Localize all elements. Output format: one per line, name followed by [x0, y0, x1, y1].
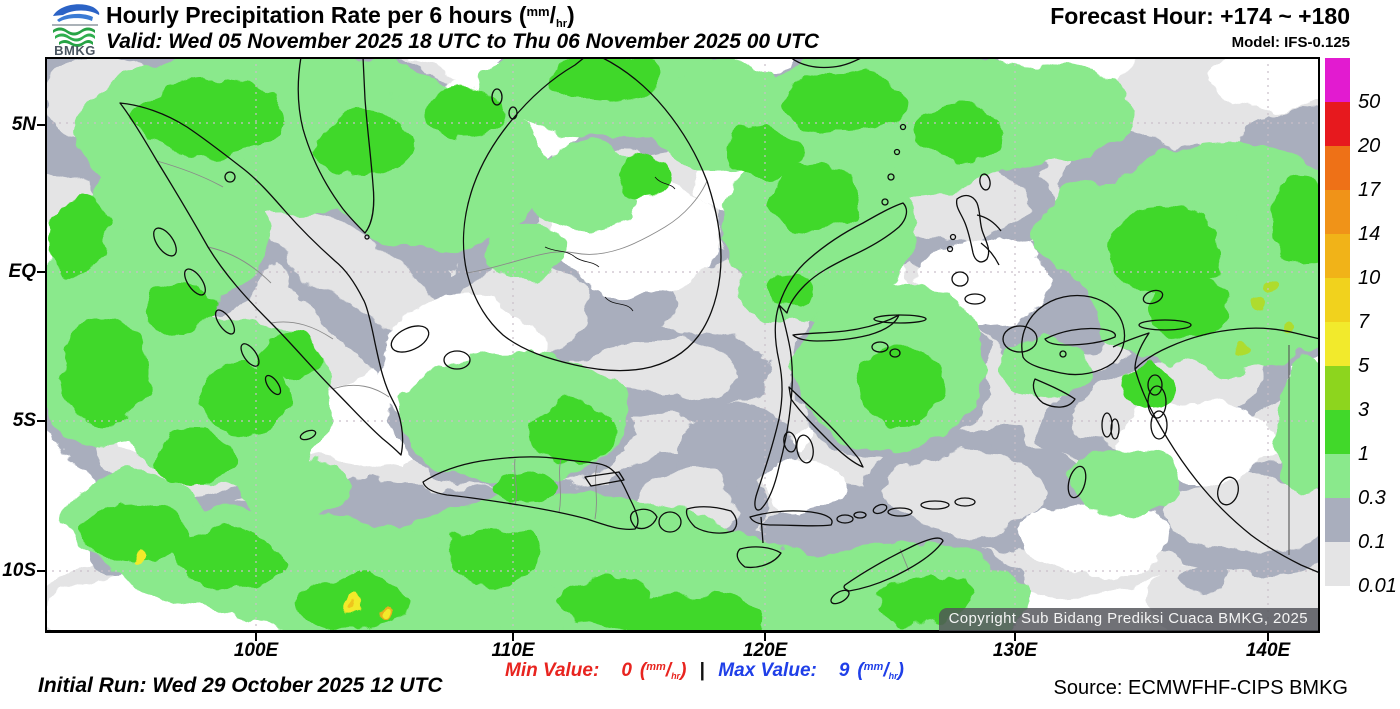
legend-swatch	[1325, 366, 1350, 410]
axis-tick	[512, 633, 514, 641]
initial-run: Initial Run: Wed 29 October 2025 12 UTC	[38, 674, 443, 697]
axis-tick	[255, 633, 257, 641]
precipitation-map	[5, 22, 1385, 687]
axis-tick	[37, 124, 45, 126]
min-value-label: Min Value:	[505, 660, 600, 681]
lat-label-5n: 5N	[11, 114, 36, 135]
lon-label-110e: 110E	[491, 640, 535, 661]
legend-swatch	[1325, 190, 1350, 234]
lat-label-5s: 5S	[12, 410, 36, 431]
legend-swatch	[1325, 278, 1350, 322]
precip-layer-green	[50, 53, 1330, 650]
logo-wave-green-3	[59, 40, 93, 47]
axis-tick	[1267, 633, 1269, 641]
lon-label-120e: 120E	[742, 640, 788, 661]
legend-label: 3	[1358, 399, 1370, 421]
model-label: Model: IFS-0.125	[1231, 34, 1350, 51]
min-value: 0	[621, 660, 632, 681]
valid-period: Valid: Wed 05 November 2025 18 UTC to Th…	[106, 30, 820, 53]
legend-label: 10	[1358, 267, 1381, 289]
logo-text: BMKG	[54, 43, 96, 57]
legend-swatch	[1325, 322, 1350, 366]
axis-tick	[37, 271, 45, 273]
copyright-bar: Copyright Sub Bidang Prediksi Cuaca BMKG…	[938, 608, 1318, 631]
logo-wave-blue	[53, 4, 100, 16]
legend-label: 0.1	[1358, 531, 1386, 553]
legend-swatch	[1325, 58, 1350, 102]
map-area: Copyright Sub Bidang Prediksi Cuaca BMKG…	[5, 22, 1385, 687]
bmkg-logo: BMKG	[52, 4, 100, 57]
admin-boundaries	[156, 160, 1290, 572]
colorbar-legend: 50 20 17 14 10 7 5 3 1 0.3 0.1 0.01	[1325, 58, 1400, 598]
legend-swatch	[1325, 542, 1350, 586]
legend-label: 17	[1358, 179, 1381, 201]
page-title: Hourly Precipitation Rate per 6 hours (m…	[106, 2, 575, 30]
logo-divider	[52, 24, 98, 26]
legend-label: 0.01	[1358, 575, 1397, 597]
logo-wave-green	[53, 27, 95, 36]
lat-label-eq: EQ	[8, 261, 36, 282]
legend-label: 14	[1358, 223, 1381, 245]
legend-label: 0.3	[1358, 487, 1386, 509]
max-value: 9	[838, 660, 850, 681]
lon-label-100e: 100E	[233, 640, 279, 661]
legend-swatch	[1325, 146, 1350, 190]
axis-tick	[1014, 633, 1016, 641]
title-unit: (mm/hr)	[518, 2, 575, 30]
lat-label-10s: 10S	[2, 560, 36, 581]
logo-wave-green-2	[55, 33, 95, 42]
logo-wave-blue-2	[57, 13, 93, 22]
legend-swatch	[1325, 498, 1350, 542]
legend-label: 7	[1358, 311, 1370, 333]
legend-label: 1	[1358, 443, 1370, 465]
max-value-unit: (mm/hr)	[857, 660, 904, 681]
legend-swatch	[1325, 234, 1350, 278]
legend-label: 50	[1358, 91, 1381, 113]
axis-tick	[37, 420, 45, 422]
axis-tick	[764, 633, 766, 641]
lon-label-130e: 130E	[992, 640, 1038, 661]
axis-tick	[37, 570, 45, 572]
legend-label: 20	[1358, 135, 1381, 157]
min-value-unit: (mm/hr)	[639, 660, 687, 681]
legend-swatch	[1325, 102, 1350, 146]
minmax-separator: |	[699, 660, 705, 681]
forecast-hour: Forecast Hour: +174 ~ +180	[1050, 3, 1350, 29]
legend-swatch	[1325, 410, 1350, 454]
max-value-label: Max Value:	[718, 660, 817, 681]
coastlines	[119, 56, 1321, 605]
source-label: Source: ECMWFHF-CIPS BMKG	[1053, 677, 1348, 699]
legend-label: 5	[1358, 355, 1370, 377]
minmax-line: Min Value: 0 (mm/hr) | Max Value: 9 (mm/hr)	[505, 660, 904, 682]
precip-maxima-spots	[128, 279, 1294, 621]
lon-label-140e: 140E	[1245, 640, 1291, 661]
graticule	[45, 57, 1320, 633]
legend-swatch	[1325, 454, 1350, 498]
